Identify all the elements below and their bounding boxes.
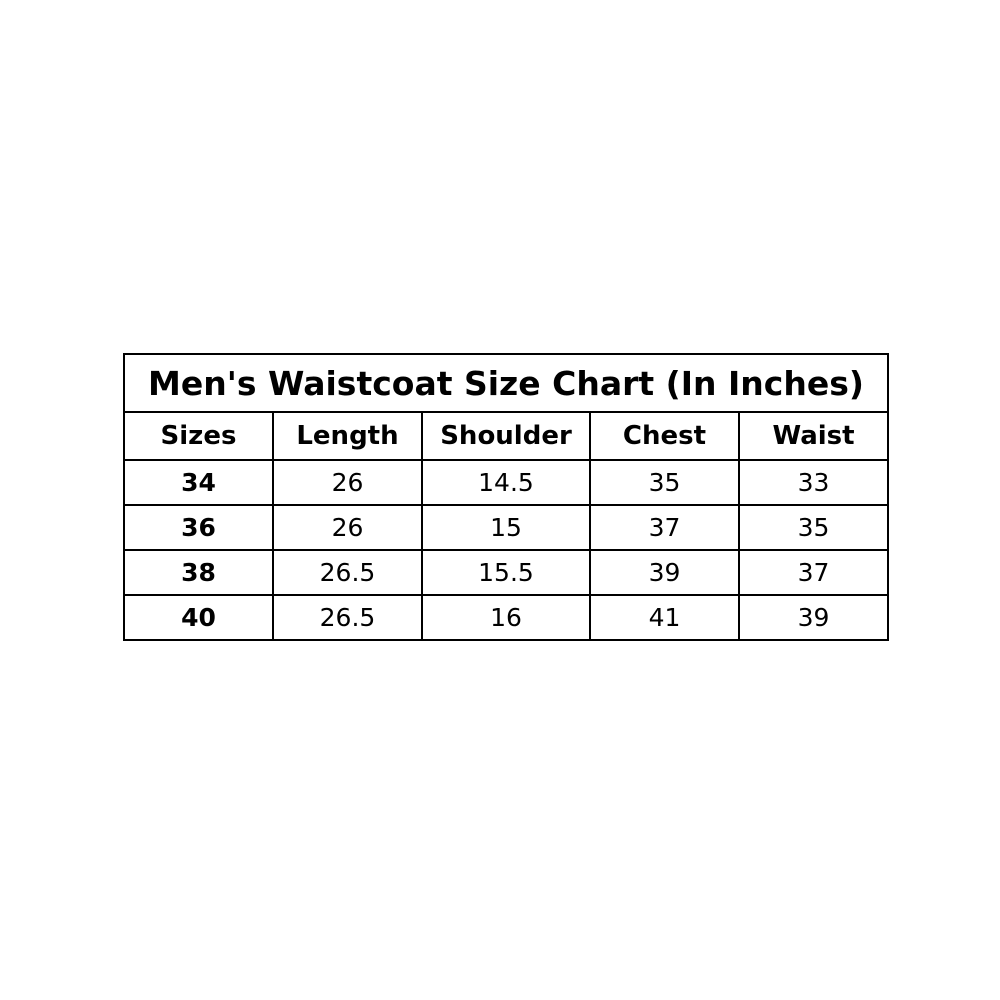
table-row: 40 26.5 16 41 39 (123, 594, 889, 641)
length-cell: 26 (272, 504, 423, 551)
size-cell: 34 (123, 459, 274, 506)
header-row: Sizes Length Shoulder Chest Waist (123, 411, 889, 461)
length-cell: 26 (272, 459, 423, 506)
length-cell: 26.5 (272, 594, 423, 641)
size-cell: 36 (123, 504, 274, 551)
table-title: Men's Waistcoat Size Chart (In Inches) (123, 353, 889, 413)
shoulder-cell: 14.5 (421, 459, 591, 506)
column-header-waist: Waist (738, 411, 889, 461)
size-cell: 38 (123, 549, 274, 596)
shoulder-cell: 15 (421, 504, 591, 551)
column-header-chest: Chest (589, 411, 740, 461)
table-row: 34 26 14.5 35 33 (123, 459, 889, 506)
waist-cell: 33 (738, 459, 889, 506)
table-row: 36 26 15 37 35 (123, 504, 889, 551)
waist-cell: 35 (738, 504, 889, 551)
column-header-length: Length (272, 411, 423, 461)
chest-cell: 39 (589, 549, 740, 596)
shoulder-cell: 16 (421, 594, 591, 641)
column-header-sizes: Sizes (123, 411, 274, 461)
waist-cell: 37 (738, 549, 889, 596)
chest-cell: 37 (589, 504, 740, 551)
column-header-shoulder: Shoulder (421, 411, 591, 461)
table-row: 38 26.5 15.5 39 37 (123, 549, 889, 596)
waist-cell: 39 (738, 594, 889, 641)
chest-cell: 41 (589, 594, 740, 641)
chest-cell: 35 (589, 459, 740, 506)
size-cell: 40 (123, 594, 274, 641)
shoulder-cell: 15.5 (421, 549, 591, 596)
size-chart-table: Men's Waistcoat Size Chart (In Inches) S… (123, 353, 889, 641)
length-cell: 26.5 (272, 549, 423, 596)
title-row: Men's Waistcoat Size Chart (In Inches) (123, 353, 889, 413)
